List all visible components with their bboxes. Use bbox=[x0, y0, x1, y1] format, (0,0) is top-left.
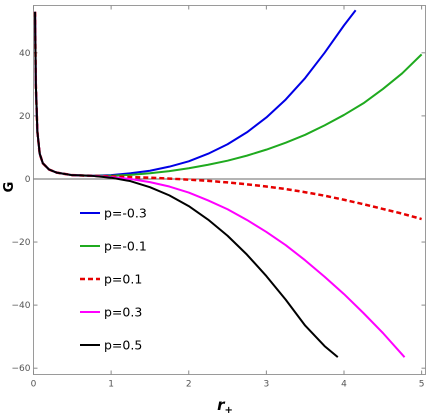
y-tick-label: 0 bbox=[25, 175, 31, 185]
series-line-5 bbox=[34, 11, 339, 358]
legend-label-4: p=0.3 bbox=[104, 305, 142, 320]
y-tick-label: 20 bbox=[19, 112, 31, 122]
x-axis-title-sub: + bbox=[225, 405, 233, 415]
x-tick-label: 5 bbox=[419, 380, 425, 390]
y-tick-label: 40 bbox=[19, 49, 31, 59]
y-axis-title: G bbox=[2, 182, 17, 193]
series-line-1 bbox=[34, 9, 357, 177]
x-tick-label: 3 bbox=[264, 380, 270, 390]
x-tick-label: 4 bbox=[341, 380, 347, 390]
y-tick-label: −40 bbox=[12, 301, 31, 311]
series-line-2 bbox=[34, 11, 423, 177]
plot-frame bbox=[33, 5, 426, 375]
y-tick-label: −60 bbox=[12, 364, 31, 374]
axis-ticks: 0 1 2 3 4 5 −60 −40 −20 0 20 40 bbox=[12, 5, 426, 390]
x-tick-label: 1 bbox=[108, 380, 114, 390]
legend-label-5: p=0.5 bbox=[104, 338, 142, 353]
x-tick-label: 0 bbox=[31, 380, 37, 390]
series-line-4 bbox=[34, 11, 406, 358]
legend-label-3: p=0.1 bbox=[104, 272, 142, 287]
legend-label-2: p=-0.1 bbox=[104, 239, 147, 254]
legend-label-1: p=-0.3 bbox=[104, 206, 147, 221]
curves bbox=[33, 9, 423, 358]
x-tick-label: 2 bbox=[186, 380, 192, 390]
series-line-3 bbox=[33, 11, 422, 221]
y-tick-label: −20 bbox=[12, 238, 31, 248]
legend: p=-0.3 p=-0.1 p=0.1 p=0.3 p=0.5 bbox=[80, 206, 147, 353]
x-axis-title: r+ bbox=[217, 396, 233, 415]
x-axis-title-main: r bbox=[217, 396, 226, 414]
